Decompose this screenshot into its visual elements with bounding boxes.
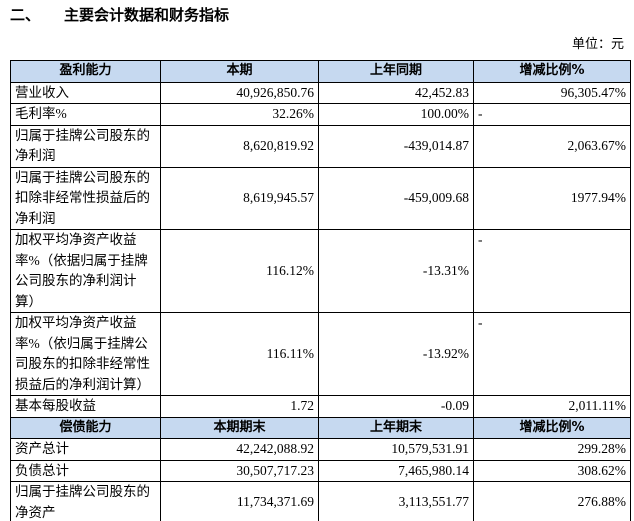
cell-value: 1.72 bbox=[160, 395, 319, 418]
cell-value: -13.31% bbox=[318, 229, 474, 313]
cell-value: 11,734,371.69 bbox=[160, 481, 319, 521]
row-label: 归属于挂牌公司股东的扣除非经常性损益后的净利润 bbox=[10, 166, 161, 230]
row-label: 归属于挂牌公司股东的净资产 bbox=[10, 481, 161, 521]
data-row: 基本每股收益 1.72 -0.09 2,011.11% bbox=[10, 395, 631, 418]
data-row: 归属于挂牌公司股东的净利润 8,620,819.92 -439,014.87 2,06… bbox=[10, 124, 631, 168]
column-header: 上年同期 bbox=[318, 60, 474, 83]
cell-value: 299.28% bbox=[473, 438, 631, 461]
cell-value: 32.26% bbox=[160, 103, 319, 126]
cell-value: -459,009.68 bbox=[318, 166, 474, 230]
section-number: 二、 bbox=[10, 6, 41, 24]
column-header: 本期期末 bbox=[160, 416, 319, 439]
cell-value: - bbox=[473, 312, 631, 396]
cell-value: -0.09 bbox=[318, 395, 474, 418]
cell-value: 116.12% bbox=[160, 229, 319, 313]
cell-value: 30,507,717.23 bbox=[160, 459, 319, 482]
financial-table: 盈利能力 本期 上年同期 增减比例% 营业收入 40,926,850.76 42,452.8… bbox=[10, 60, 631, 521]
data-row: 资产总计 42,242,088.92 10,579,531.91 299.28% bbox=[10, 438, 631, 461]
cell-value: 42,242,088.92 bbox=[160, 438, 319, 461]
cell-value: 96,305.47% bbox=[473, 81, 631, 104]
cell-value: 2,011.11% bbox=[473, 395, 631, 418]
cell-value: 42,452.83 bbox=[318, 81, 474, 104]
header-row: 盈利能力 本期 上年同期 增减比例% bbox=[10, 60, 631, 83]
cell-value: 2,063.67% bbox=[473, 124, 631, 168]
row-label: 基本每股收益 bbox=[10, 395, 161, 418]
cell-value: 7,465,980.14 bbox=[318, 459, 474, 482]
cell-value: -439,014.87 bbox=[318, 124, 474, 168]
row-label: 归属于挂牌公司股东的净利润 bbox=[10, 124, 161, 168]
unit-note: 单位：元 bbox=[571, 36, 624, 51]
cell-value: 276.88% bbox=[473, 481, 631, 521]
data-row: 加权平均净资产收益率%（依归属于挂牌公司股东的扣除非经常性损益后的净利润计算） 1… bbox=[10, 312, 631, 396]
cell-value: 308.62% bbox=[473, 459, 631, 482]
cell-value: 116.11% bbox=[160, 312, 319, 396]
row-label: 资产总计 bbox=[10, 438, 161, 461]
cell-value: 10,579,531.91 bbox=[318, 438, 474, 461]
data-row: 加权平均净资产收益率%（依据归属于挂牌公司股东的净利润计算） 116.12% -13… bbox=[10, 229, 631, 313]
column-header: 盈利能力 bbox=[10, 60, 161, 83]
heading: 二、 主要会计数据和财务指标 bbox=[10, 4, 229, 25]
column-header: 上年期末 bbox=[318, 416, 474, 439]
cell-value: - bbox=[473, 103, 631, 126]
data-row: 毛利率% 32.26% 100.00% - bbox=[10, 103, 631, 126]
data-row: 负债总计 30,507,717.23 7,465,980.14 308.62% bbox=[10, 459, 631, 482]
column-header: 本期 bbox=[160, 60, 319, 83]
column-header: 偿债能力 bbox=[10, 416, 161, 439]
row-label: 营业收入 bbox=[10, 81, 161, 104]
row-label: 加权平均净资产收益率%（依归属于挂牌公司股东的扣除非经常性损益后的净利润计算） bbox=[10, 312, 161, 396]
cell-value: - bbox=[473, 229, 631, 313]
cell-value: 3,113,551.77 bbox=[318, 481, 474, 521]
column-header: 增减比例% bbox=[473, 416, 631, 439]
data-row: 归属于挂牌公司股东的扣除非经常性损益后的净利润 8,619,945.57 -459,… bbox=[10, 166, 631, 230]
cell-value: 8,620,819.92 bbox=[160, 124, 319, 168]
row-label: 加权平均净资产收益率%（依据归属于挂牌公司股东的净利润计算） bbox=[10, 229, 161, 313]
data-row: 营业收入 40,926,850.76 42,452.83 96,305.47% bbox=[10, 81, 631, 104]
column-header: 增减比例% bbox=[473, 60, 631, 83]
cell-value: 40,926,850.76 bbox=[160, 81, 319, 104]
row-label: 毛利率% bbox=[10, 103, 161, 126]
cell-value: 8,619,945.57 bbox=[160, 166, 319, 230]
header-row: 偿债能力 本期期末 上年期末 增减比例% bbox=[10, 416, 631, 439]
cell-value: -13.92% bbox=[318, 312, 474, 396]
cell-value: 1977.94% bbox=[473, 166, 631, 230]
data-row: 归属于挂牌公司股东的净资产 11,734,371.69 3,113,551.77 27… bbox=[10, 481, 631, 521]
row-label: 负债总计 bbox=[10, 459, 161, 482]
section-title: 主要会计数据和财务指标 bbox=[64, 6, 230, 24]
cell-value: 100.00% bbox=[318, 103, 474, 126]
